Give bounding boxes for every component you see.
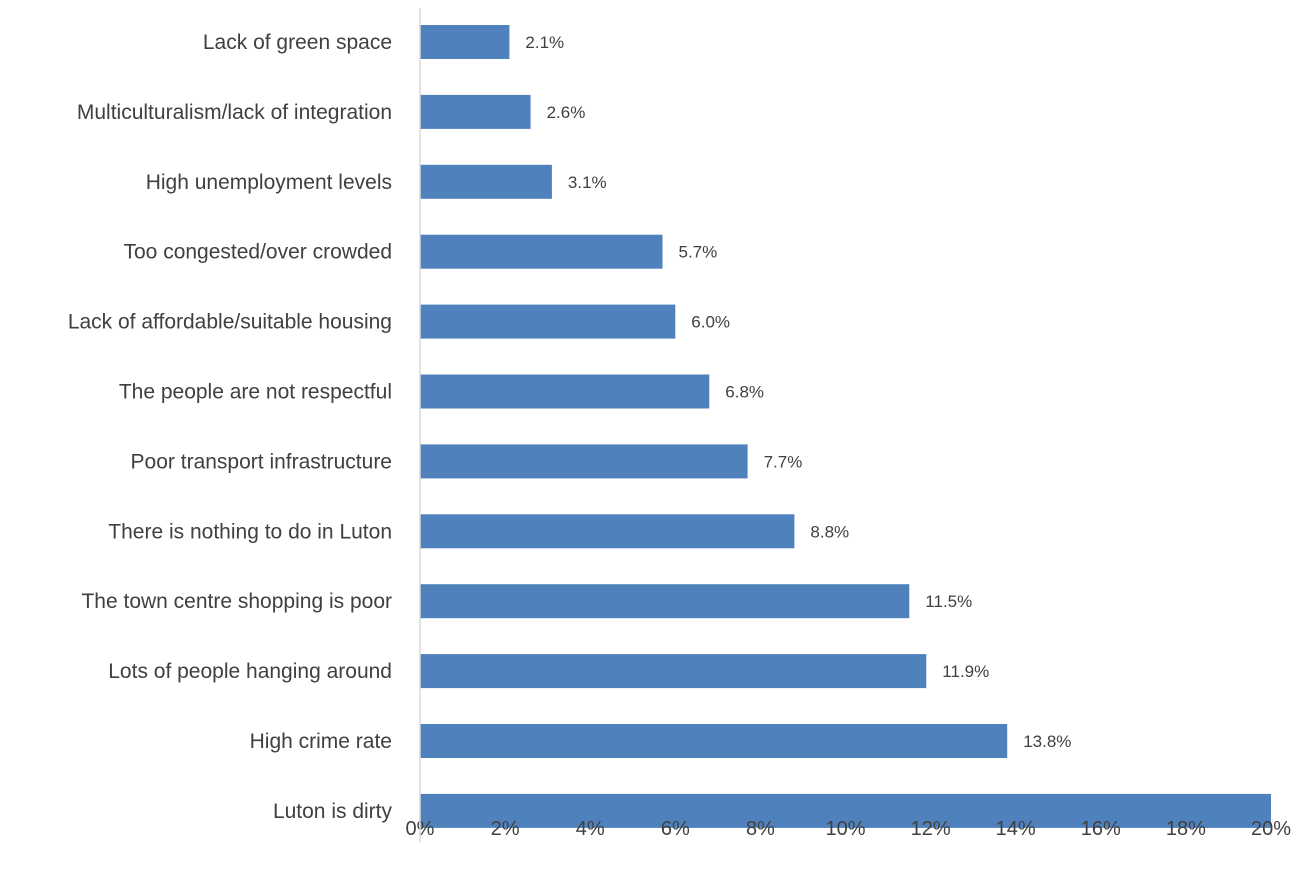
data-label-10: 13.8% (1023, 732, 1071, 751)
data-label-6: 7.7% (764, 452, 803, 471)
category-label-9: Lots of people hanging around (108, 660, 392, 683)
bar-6 (420, 444, 748, 479)
category-label-2: High unemployment levels (146, 171, 392, 194)
data-label-4: 6.0% (691, 313, 730, 332)
category-label-7: There is nothing to do in Luton (108, 520, 392, 543)
data-label-0: 2.1% (525, 33, 564, 52)
x-tick-label-6: 12% (911, 818, 951, 840)
data-label-9: 11.9% (942, 662, 989, 681)
category-label-5: The people are not respectful (119, 381, 392, 404)
category-label-3: Too congested/over crowded (124, 241, 393, 264)
x-tick-label-9: 18% (1166, 818, 1206, 840)
bars-group (420, 25, 1271, 828)
bar-7 (420, 514, 795, 549)
bar-9 (420, 654, 927, 689)
x-tick-label-10: 20% (1251, 818, 1291, 840)
bar-3 (420, 234, 663, 269)
data-labels-group: 2.1% 2.6% 3.1% 5.7% 6.0% 6.8% 7.7% 8.8% 11.5% 11.… (525, 33, 1071, 751)
x-tick-label-1: 2% (491, 818, 520, 840)
data-label-2: 3.1% (568, 173, 607, 192)
bar-1 (420, 94, 531, 129)
data-label-7: 8.8% (810, 522, 849, 541)
bar-4 (420, 304, 676, 339)
x-tick-label-3: 6% (661, 818, 690, 840)
bar-11 (420, 793, 1271, 828)
x-tick-label-4: 8% (746, 818, 775, 840)
bar-0 (420, 25, 510, 59)
category-label-11: Luton is dirty (273, 800, 393, 823)
data-label-3: 5.7% (679, 243, 718, 262)
x-axis-ticks-group: 0% 2% 4% 6% 8% 10% 12% 14% 16% 18% 20% (406, 818, 1292, 840)
x-tick-label-2: 4% (576, 818, 605, 840)
category-label-8: The town centre shopping is poor (81, 590, 392, 613)
category-label-4: Lack of affordable/suitable housing (68, 311, 392, 334)
bar-10 (420, 724, 1008, 758)
data-label-8: 11.5% (925, 592, 972, 611)
bar-2 (420, 164, 552, 199)
x-tick-label-5: 10% (825, 818, 865, 840)
category-label-6: Poor transport infrastructure (131, 450, 392, 473)
category-label-10: High crime rate (250, 730, 392, 753)
data-label-5: 6.8% (725, 383, 764, 402)
x-tick-label-8: 16% (1081, 818, 1121, 840)
category-labels-group: Lack of green space Multiculturalism/lack… (68, 31, 393, 823)
data-label-1: 2.6% (547, 103, 586, 122)
bar-8 (420, 584, 910, 619)
category-label-0: Lack of green space (203, 31, 392, 54)
category-label-1: Multiculturalism/lack of integration (77, 101, 392, 124)
x-tick-label-7: 14% (996, 818, 1036, 840)
bar-5 (420, 374, 710, 409)
